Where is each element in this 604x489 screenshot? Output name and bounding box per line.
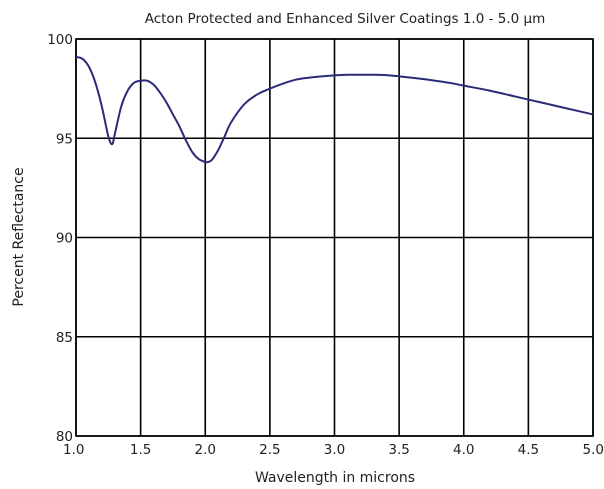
y-tick-label: 100	[47, 32, 73, 48]
x-tick-label: 1.5	[130, 442, 151, 458]
x-tick-label: 5.0	[583, 442, 604, 458]
x-tick-label: 2.5	[259, 442, 280, 458]
x-tick-labels: 1.0 1.5 2.0 2.5 3.0 3.5 4.0 4.5 5.0	[63, 442, 604, 458]
chart-title: Acton Protected and Enhanced Silver Coat…	[145, 11, 546, 27]
y-tick-label: 90	[56, 231, 73, 247]
y-axis-label: Percent Reflectance	[11, 167, 27, 306]
plot-frame	[75, 38, 594, 437]
y-tick-label: 95	[56, 131, 73, 147]
y-tick-label: 80	[56, 429, 73, 445]
x-tick-label: 4.5	[518, 442, 539, 458]
x-axis-label: Wavelength in microns	[255, 470, 415, 486]
x-tick-label: 2.0	[195, 442, 216, 458]
y-tick-label: 85	[56, 330, 73, 346]
x-tick-label: 1.0	[63, 442, 84, 458]
reflectance-series-line	[75, 55, 594, 164]
y-tick-labels: 80 85 90 95 100	[47, 32, 73, 445]
x-tick-label: 4.0	[453, 442, 474, 458]
x-tick-label: 3.5	[388, 442, 409, 458]
x-tick-label: 3.0	[324, 442, 345, 458]
